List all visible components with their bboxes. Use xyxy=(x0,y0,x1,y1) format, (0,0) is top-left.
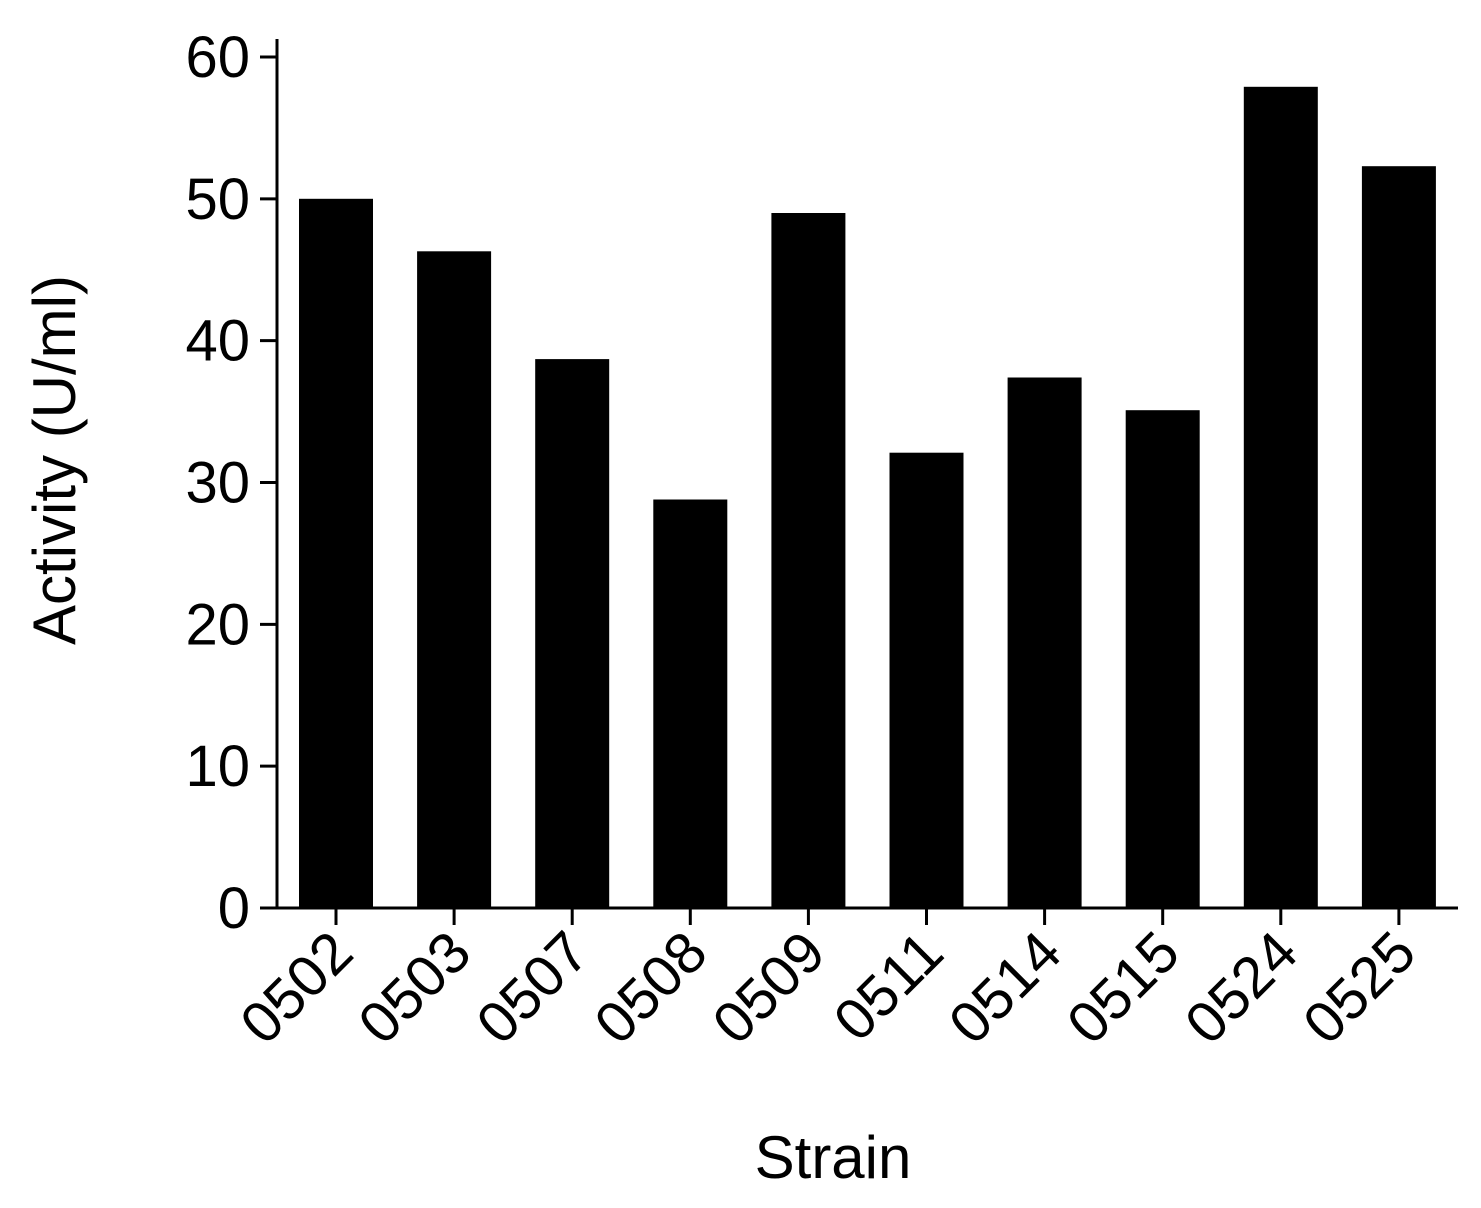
bars-layer xyxy=(299,86,1436,909)
axes-layer xyxy=(260,39,1458,910)
x-tick-label-0503: 0503 xyxy=(346,919,483,1056)
bar-0502 xyxy=(299,198,373,909)
x-tick-label-0514: 0514 xyxy=(937,919,1074,1056)
bar-0509 xyxy=(771,213,846,908)
y-tick-label-40: 40 xyxy=(185,309,250,374)
bar-0503 xyxy=(417,251,492,909)
x-axis-title: Strain xyxy=(755,1124,912,1191)
bar-0507 xyxy=(535,359,610,909)
bar-0514 xyxy=(1007,377,1082,908)
y-axis-title: Activity (U/ml) xyxy=(21,275,88,645)
x-tick-label-0508: 0508 xyxy=(582,919,719,1056)
x-tick-label-0524: 0524 xyxy=(1173,919,1310,1056)
y-tick-label-10: 10 xyxy=(185,734,250,799)
x-tick-label-0511: 0511 xyxy=(822,919,956,1053)
bar-0511 xyxy=(889,452,964,908)
x-tick-label-0507: 0507 xyxy=(464,919,601,1056)
x-tick-label-0515: 0515 xyxy=(1055,919,1192,1056)
x-tick-label-0525: 0525 xyxy=(1291,919,1428,1056)
y-tick-label-60: 60 xyxy=(185,25,250,90)
y-tick-label-0: 0 xyxy=(218,876,250,941)
y-tick-label-50: 50 xyxy=(185,167,250,232)
y-ticks: 0 10 20 30 40 50 60 xyxy=(185,25,277,941)
bar-0524 xyxy=(1243,86,1318,909)
x-tick-label-0509: 0509 xyxy=(700,919,837,1056)
bar-0508 xyxy=(653,499,728,908)
y-tick-label-30: 30 xyxy=(185,451,250,516)
bar-0525 xyxy=(1361,166,1436,908)
y-tick-label-20: 20 xyxy=(185,592,250,657)
bar-0515 xyxy=(1125,410,1200,908)
